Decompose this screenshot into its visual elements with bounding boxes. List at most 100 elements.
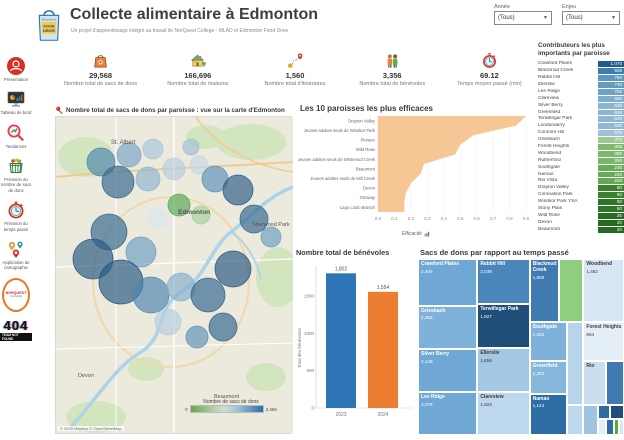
contributor-row[interactable]: Connors Hill 575 [538, 130, 624, 138]
filter-enjeu: Enjeu (Tous) ▼ [562, 4, 620, 25]
treemap-cell[interactable] [597, 419, 607, 435]
treemap-cell-namao[interactable]: Namao 1,143 [529, 393, 567, 435]
map-bubble[interactable] [162, 157, 186, 181]
treemap-cell[interactable] [559, 259, 584, 323]
contributor-row[interactable]: Woodbend 300 [538, 150, 624, 158]
map-bubble[interactable] [86, 147, 116, 177]
map-bubble[interactable] [154, 308, 182, 336]
map-bubble[interactable] [185, 325, 209, 349]
map-bubble[interactable] [142, 138, 164, 160]
contributor-row[interactable]: Drayton Valley 80 [538, 185, 624, 193]
treemap-cell[interactable] [566, 405, 584, 435]
contributor-row[interactable]: Terwillegar Park 625 [538, 116, 624, 124]
treemap-cell-silver-berry[interactable]: Silver Berry 2,149 [418, 348, 478, 392]
edmonton-map[interactable]: St. Albert Edmonton Sherwood Park Devon Beau… [55, 116, 300, 434]
contributor-row[interactable]: Namao 230 [538, 171, 624, 179]
contributor-name: Clareview [538, 95, 560, 101]
map-bubble[interactable] [125, 236, 157, 268]
contributor-row[interactable]: Devon 20 [538, 219, 624, 227]
treemap-cell-woodbend[interactable]: Woodbend 1,482 [583, 259, 624, 323]
sidebar-item-norquest-logo[interactable]: NORQUEST COLLEGE [0, 277, 32, 312]
contributor-row[interactable]: Forest Heights 305 [538, 144, 624, 151]
map-bubble[interactable] [214, 250, 252, 288]
contributor-value: 620 [598, 123, 624, 131]
contributor-row[interactable]: Silver Berry 630 [538, 102, 624, 110]
treemap-cell[interactable] [619, 419, 624, 435]
map-bubble[interactable] [147, 208, 169, 230]
treemap-cell-rio[interactable]: Rio [583, 361, 607, 406]
contributor-row[interactable]: Rabbit Hill 750 [538, 75, 624, 83]
presentation-icon [7, 57, 25, 75]
map-bubble[interactable] [191, 205, 211, 225]
map-bubble[interactable] [239, 204, 269, 234]
sidebar-item-bag-forecast[interactable]: Prévision du nombre de sacs de dons [0, 156, 32, 193]
bar-2024[interactable] [368, 291, 398, 408]
map-bubble[interactable] [116, 142, 142, 168]
contributor-row[interactable]: Stony Plain 50 [538, 206, 624, 213]
treemap-cell-ellerslie[interactable]: Ellerslie 1,859 [477, 347, 530, 392]
treemap-cell[interactable] [606, 361, 624, 406]
map-bubble[interactable] [260, 226, 282, 248]
contributor-row[interactable]: Lee Ridge 705 [538, 88, 624, 96]
contributor-row[interactable]: Ellerslie 740 [538, 82, 624, 89]
contributor-value: 20 [598, 219, 624, 227]
treemap-cell-forest-heights[interactable]: Forest Heights 864 [583, 322, 624, 362]
filter-annee-dropdown[interactable]: (Tous) ▼ [494, 11, 552, 25]
sidebar-item-time-forecast[interactable]: Prévision du temps passé [0, 200, 32, 232]
contributor-row[interactable]: Rio Vista 220 [538, 178, 624, 186]
map-bubble[interactable] [182, 138, 200, 156]
sidebar-item-404-logo[interactable]: 404 TEAM NOT FOUND [0, 319, 32, 341]
contributor-row[interactable]: Clareview 660 [538, 95, 624, 103]
map-bubble[interactable] [167, 193, 191, 217]
treemap-cell[interactable] [610, 405, 624, 420]
treemap-cell-lee-ridge[interactable]: Lee Ridge 2,076 [418, 391, 478, 435]
treemap-cell-blackmud-creek[interactable]: Blackmud Creek 1,809 [529, 259, 560, 323]
map-bubble[interactable] [101, 165, 135, 199]
map-attribution: © 2025 Mapbox © OpenStreetMap [58, 426, 124, 431]
efficiency-chart[interactable]: 0.0 0.1 0.2 0.3 0.4 0.5 0.6 0.7 0.8 0.9 Drayton Va… [296, 114, 536, 226]
contributor-name: Devon [538, 219, 552, 225]
sidebar-item-mapping-app[interactable]: Application de cartographie [0, 239, 32, 271]
bar-2023[interactable] [326, 273, 356, 408]
contributor-row[interactable]: Rutherford 290 [538, 157, 624, 165]
contributor-row[interactable]: Griesbach 370 [538, 137, 624, 145]
map-bubble[interactable] [208, 312, 238, 342]
sidebar-item-trends[interactable]: Tendances [0, 123, 32, 149]
efficiency-area[interactable] [378, 116, 526, 212]
treemap-cell-crawford-plains[interactable]: Crawford Plains 2,465 [418, 259, 478, 306]
treemap-cell[interactable] [614, 419, 620, 435]
treemap-cell-terwillegar-park[interactable]: Terwillegar Park 1,927 [477, 303, 530, 348]
x-category-label: 2023 [335, 412, 346, 418]
treemap-cell-greenfield[interactable]: Greenfield 1,282 [529, 361, 567, 394]
contributor-row[interactable]: Coronation Park 80 [538, 192, 624, 200]
map-bubble[interactable] [189, 155, 209, 175]
volunteers-chart: 0 500 1000 1500 Total des bénévoles 1,802 2023… [297, 266, 412, 418]
treemap-cell[interactable] [583, 405, 598, 435]
contributor-row[interactable]: Southgate 235 [538, 164, 624, 172]
treemap-cell[interactable] [606, 419, 615, 435]
treemap-cell[interactable] [597, 405, 611, 420]
treemap-cell-clareview[interactable]: Clareview 1,824 [477, 391, 530, 435]
map-bubble[interactable] [190, 277, 226, 313]
contributor-row[interactable]: Wild Rose 25 [538, 212, 624, 220]
map-bubble[interactable] [132, 276, 170, 314]
contributor-row[interactable]: Beaumont 20 [538, 226, 624, 234]
treemap-cell-griesbach[interactable]: Griesbach 2,256 [418, 305, 478, 349]
contributor-row[interactable]: Blackmud Creek 835 [538, 68, 624, 76]
contributor-name: Forest Heights [538, 144, 570, 150]
treemap-cell-southgate[interactable]: Southgate 1,334 [529, 322, 567, 362]
map-bubble[interactable] [135, 166, 161, 192]
map-title: Nombre total de sacs de dons par paroiss… [66, 106, 285, 114]
sidebar-item-presentation[interactable]: Présentation [0, 56, 32, 82]
filters: Année (Tous) ▼ Enjeu (Tous) ▼ [494, 4, 620, 25]
contributor-row[interactable]: Greenfield 630 [538, 109, 624, 117]
map-bubble[interactable] [222, 174, 254, 206]
contributor-row[interactable]: Windsor Park YSA 50 [538, 199, 624, 207]
map-bubble-layer [72, 138, 282, 349]
contributor-row[interactable]: Crawford Plains 1,070 [538, 61, 624, 69]
treemap-cell-rabbit-hill[interactable]: Rabbit Hill 2,039 [477, 259, 530, 304]
treemap-cell[interactable] [566, 322, 584, 406]
filter-enjeu-dropdown[interactable]: (Tous) ▼ [562, 11, 620, 25]
sidebar-item-dashboard[interactable]: Tableau de bord [0, 89, 32, 115]
contributor-row[interactable]: Londonderry 620 [538, 123, 624, 131]
